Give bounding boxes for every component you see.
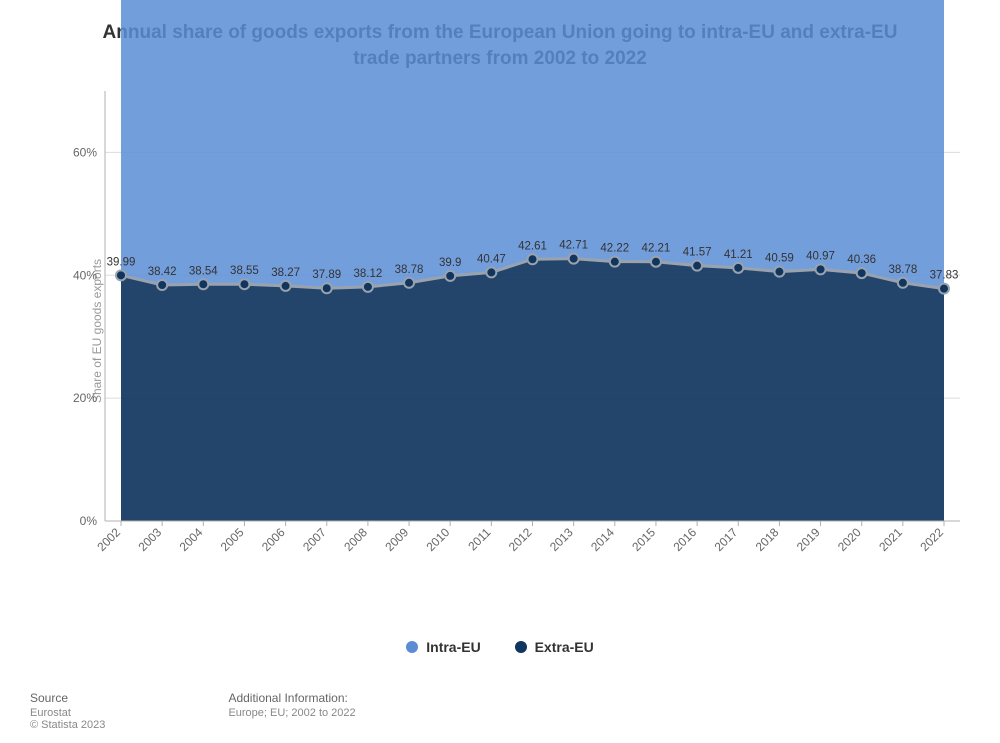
svg-text:2007: 2007 <box>300 525 329 554</box>
footer-source-1: Eurostat <box>30 707 105 719</box>
legend-item-intra: Intra-EU <box>406 639 480 655</box>
svg-text:2014: 2014 <box>588 525 617 554</box>
svg-text:2013: 2013 <box>547 525 576 554</box>
svg-text:2017: 2017 <box>712 525 741 554</box>
svg-text:2016: 2016 <box>670 525 699 554</box>
svg-text:2002: 2002 <box>94 525 123 554</box>
svg-text:2011: 2011 <box>465 525 493 553</box>
footer-source-heading: Source <box>30 691 105 705</box>
footer-info-heading: Additional Information: <box>228 691 355 705</box>
svg-text:20%: 20% <box>73 391 97 405</box>
legend-label-intra: Intra-EU <box>426 639 480 655</box>
legend-dot-extra <box>515 641 527 653</box>
svg-text:2019: 2019 <box>794 525 823 554</box>
svg-text:40.97: 40.97 <box>806 251 835 263</box>
svg-text:42.71: 42.71 <box>559 240 588 252</box>
chart-plot: 0%20%40%60%60.0139.9961.5838.4261.4638.5… <box>105 91 960 521</box>
chart-svg: 0%20%40%60%60.0139.9961.5838.4261.4638.5… <box>105 91 960 581</box>
svg-text:42.22: 42.22 <box>600 243 629 255</box>
legend-dot-intra <box>406 641 418 653</box>
svg-text:2004: 2004 <box>177 525 206 554</box>
svg-text:40.59: 40.59 <box>765 253 794 265</box>
footer-source-col: Source Eurostat © Statista 2023 <box>30 691 105 731</box>
svg-text:38.54: 38.54 <box>189 266 218 278</box>
svg-text:2006: 2006 <box>259 525 288 554</box>
svg-text:42.61: 42.61 <box>518 241 547 253</box>
footer-info-1: Europe; EU; 2002 to 2022 <box>228 707 355 719</box>
svg-text:2021: 2021 <box>876 525 905 554</box>
svg-text:39.99: 39.99 <box>107 257 136 269</box>
svg-text:42.21: 42.21 <box>642 243 671 255</box>
svg-text:40%: 40% <box>73 269 97 283</box>
legend: Intra-EU Extra-EU <box>20 639 980 656</box>
svg-text:2022: 2022 <box>917 525 946 554</box>
svg-text:40.47: 40.47 <box>477 254 506 266</box>
svg-text:2009: 2009 <box>382 525 411 554</box>
svg-text:0%: 0% <box>80 514 98 528</box>
svg-text:38.27: 38.27 <box>271 267 300 279</box>
footer-info-col: Additional Information: Europe; EU; 2002… <box>228 691 355 719</box>
chart-area: Share of EU goods exports 0%20%40%60%60.… <box>30 81 970 581</box>
svg-text:60%: 60% <box>73 146 97 160</box>
svg-text:37.83: 37.83 <box>930 270 959 282</box>
svg-text:39.9: 39.9 <box>439 257 461 269</box>
svg-text:2008: 2008 <box>341 525 370 554</box>
svg-text:2012: 2012 <box>506 525 535 554</box>
svg-text:40.36: 40.36 <box>847 254 876 266</box>
svg-text:38.78: 38.78 <box>888 264 917 276</box>
svg-text:2003: 2003 <box>135 525 164 554</box>
svg-text:2010: 2010 <box>424 525 453 554</box>
svg-text:38.12: 38.12 <box>354 268 383 280</box>
chart-container: Annual share of goods exports from the E… <box>0 0 1000 743</box>
footer-source-2: © Statista 2023 <box>30 719 105 731</box>
svg-text:2018: 2018 <box>753 525 782 554</box>
svg-text:2015: 2015 <box>629 525 658 554</box>
svg-text:41.21: 41.21 <box>724 249 753 261</box>
footer: Source Eurostat © Statista 2023 Addition… <box>30 691 970 731</box>
svg-text:37.89: 37.89 <box>312 270 341 282</box>
legend-item-extra: Extra-EU <box>515 639 594 655</box>
svg-text:2020: 2020 <box>835 525 864 554</box>
svg-text:38.78: 38.78 <box>395 264 424 276</box>
svg-text:38.55: 38.55 <box>230 265 259 277</box>
svg-text:2005: 2005 <box>218 525 247 554</box>
svg-text:41.57: 41.57 <box>683 247 712 259</box>
legend-label-extra: Extra-EU <box>535 639 594 655</box>
svg-text:38.42: 38.42 <box>148 266 177 278</box>
